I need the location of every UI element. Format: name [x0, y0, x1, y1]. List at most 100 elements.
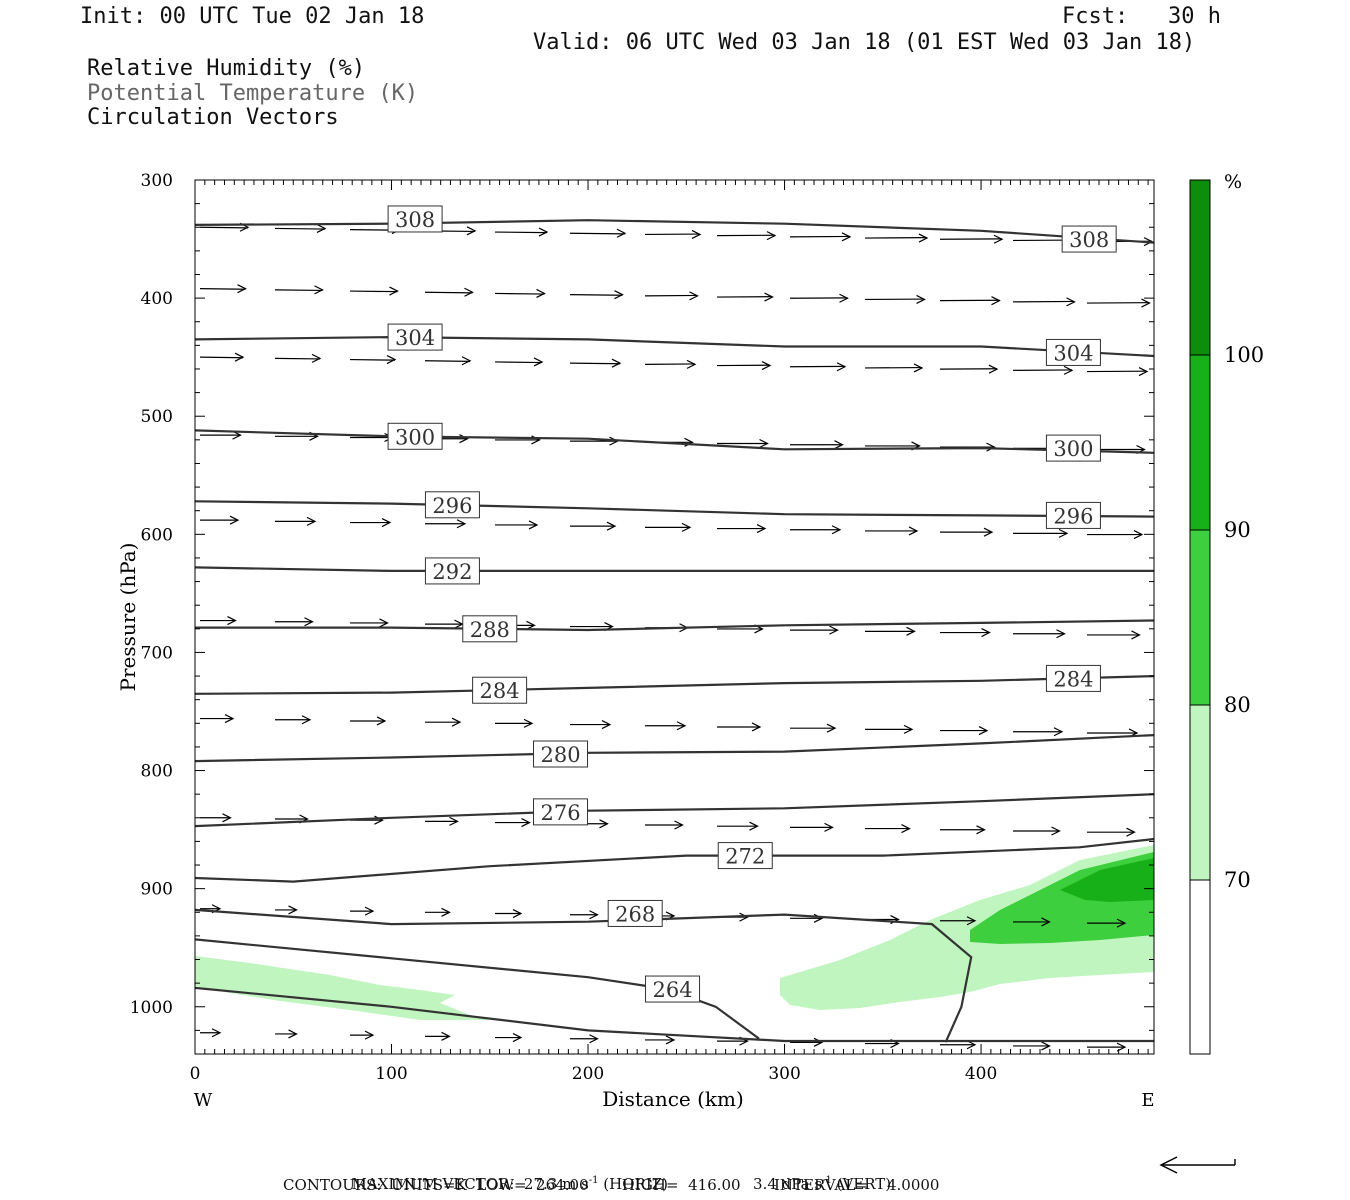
- wind-vector-arrow: [425, 907, 451, 917]
- contour-label: 292: [432, 560, 472, 584]
- wind-vector-arrow: [1087, 530, 1144, 540]
- wind-vector-arrow: [645, 820, 684, 830]
- wind-vector-arrow: [1013, 917, 1051, 927]
- contour-label-box: [424, 491, 480, 519]
- wind-vector-arrow: [199, 352, 245, 362]
- contour-label: 268: [615, 902, 655, 926]
- y-tick-label: 800: [141, 762, 173, 782]
- field-theta: Potential Temperature (K): [87, 81, 419, 106]
- wind-vector-arrow: [274, 353, 322, 363]
- theta-contour-line: [194, 219, 1155, 244]
- wind-vector-arrow: [940, 726, 989, 736]
- contour-label: 280: [540, 743, 580, 767]
- theta-contour-line: [194, 837, 1155, 883]
- wind-vector-arrow: [350, 518, 392, 528]
- wind-vector-arrow: [644, 359, 697, 369]
- wind-vector-arrow: [570, 910, 599, 920]
- x-tick-label: 100: [375, 1064, 407, 1084]
- west-label: W: [194, 1090, 213, 1111]
- max-vector-vert: 3.4 dPa s: [753, 1175, 823, 1193]
- theta-contour-line: [195, 619, 1155, 632]
- wind-vector-arrow: [939, 234, 1004, 244]
- wind-vector-arrow: [645, 1035, 676, 1045]
- x-tick-label: 0: [190, 1064, 201, 1084]
- wind-vector-arrow: [495, 908, 523, 919]
- theta-contours: 308 308 304 304 300 300 296 296 292 288 284 284 280 2…: [194, 205, 1155, 1043]
- contour-label: 264: [652, 978, 692, 1002]
- colorbar-segment: [1189, 354, 1211, 531]
- wind-vector-arrow: [495, 520, 539, 530]
- wind-vector-arrow: [1013, 826, 1061, 836]
- humidity-shading: [195, 845, 1154, 1020]
- wind-vector-arrow: [425, 816, 459, 826]
- contour-label: 296: [432, 494, 472, 518]
- colorbar-segment: [1189, 529, 1211, 706]
- wind-vector-arrow: [350, 716, 387, 726]
- theta-contour-line: [194, 335, 1155, 358]
- wind-vector-arrow: [644, 291, 699, 301]
- y-tick-label: 900: [141, 880, 173, 900]
- wind-vector-arrow: [717, 722, 762, 732]
- wind-vector-arrow: [494, 227, 549, 237]
- wind-vector-arrow: [424, 287, 474, 297]
- y-axis-label: Pressure (hPa): [116, 543, 140, 692]
- wind-vector-arrow: [1087, 630, 1141, 640]
- colorbar-tick-label: 70: [1224, 868, 1251, 892]
- y-tick-label: 500: [141, 407, 173, 427]
- theta-contour-line: [194, 908, 973, 1043]
- wind-vector-arrow: [1012, 297, 1076, 307]
- theta-contour-line: [194, 566, 1154, 573]
- x-tick-label: 300: [768, 1064, 800, 1084]
- theta-contour-line: [194, 793, 1155, 828]
- wind-vector-arrow: [717, 524, 767, 534]
- contour-label-box: [533, 798, 589, 826]
- wind-vector-arrow: [865, 724, 914, 734]
- wind-vector-arrow: [350, 906, 375, 916]
- wind-vector-arrow: [789, 362, 847, 372]
- theta-contour-line: [194, 429, 1155, 454]
- wind-vector-arrow: [790, 440, 844, 450]
- wind-vector-arrow: [940, 628, 991, 638]
- wind-vector-arrow: [717, 821, 759, 831]
- contour-label-box: [387, 422, 443, 450]
- wind-vector-arrow: [425, 619, 464, 629]
- y-tick-label: 600: [141, 525, 173, 545]
- wind-vector-arrow: [275, 715, 312, 725]
- contour-label-box: [1045, 664, 1101, 692]
- colorbar: % 70 80 90 100: [1189, 171, 1264, 1055]
- wind-vector-arrow: [790, 625, 839, 635]
- wind-vector-arrow: [494, 288, 546, 298]
- wind-vector-arrow: [425, 1031, 451, 1041]
- wind-vector-arrow: [570, 1034, 599, 1044]
- wind-vector-arrow: [790, 1037, 824, 1047]
- theta-contour-line: [194, 938, 760, 1040]
- contour-label: 276: [540, 801, 580, 825]
- y-tick-label: 700: [141, 643, 173, 663]
- x-axis-label: Distance (km): [602, 1087, 744, 1111]
- legend-vector: [1159, 1156, 1236, 1174]
- init-label: Init: 00 UTC Tue 02 Jan 18: [80, 4, 425, 29]
- contour-label: 296: [1053, 504, 1093, 528]
- wind-vector-arrow: [865, 824, 911, 834]
- wind-vector-arrow: [349, 286, 399, 296]
- wind-vector-arrow: [569, 290, 624, 300]
- wind-vector-arrow: [570, 521, 617, 531]
- theta-contour-line: [194, 986, 1154, 1043]
- colorbar-unit: %: [1224, 171, 1242, 193]
- y-tick-label: 300: [141, 171, 173, 191]
- contour-label-box: [607, 899, 663, 927]
- wind-vector-arrow: [1086, 367, 1149, 377]
- wind-vector-arrow: [350, 1030, 375, 1040]
- wind-vector-arrow: [644, 229, 702, 239]
- wind-vector-arrow: [940, 825, 986, 835]
- x-tick-label: 400: [965, 1064, 997, 1084]
- colorbar-tick-label: 100: [1224, 343, 1264, 367]
- wind-vector-arrow: [199, 284, 247, 294]
- contour-label-box: [1045, 338, 1101, 366]
- plot-axes: 0 100 200 300 400 300 400 500 600 700 800 900 1000 W E…: [116, 171, 1155, 1111]
- wind-vector-arrow: [940, 527, 994, 537]
- x-tick-label: 200: [572, 1064, 604, 1084]
- contour-label: 308: [1069, 228, 1109, 252]
- wind-vector-arrow: [940, 916, 977, 926]
- theta-contour-line: [194, 500, 1155, 518]
